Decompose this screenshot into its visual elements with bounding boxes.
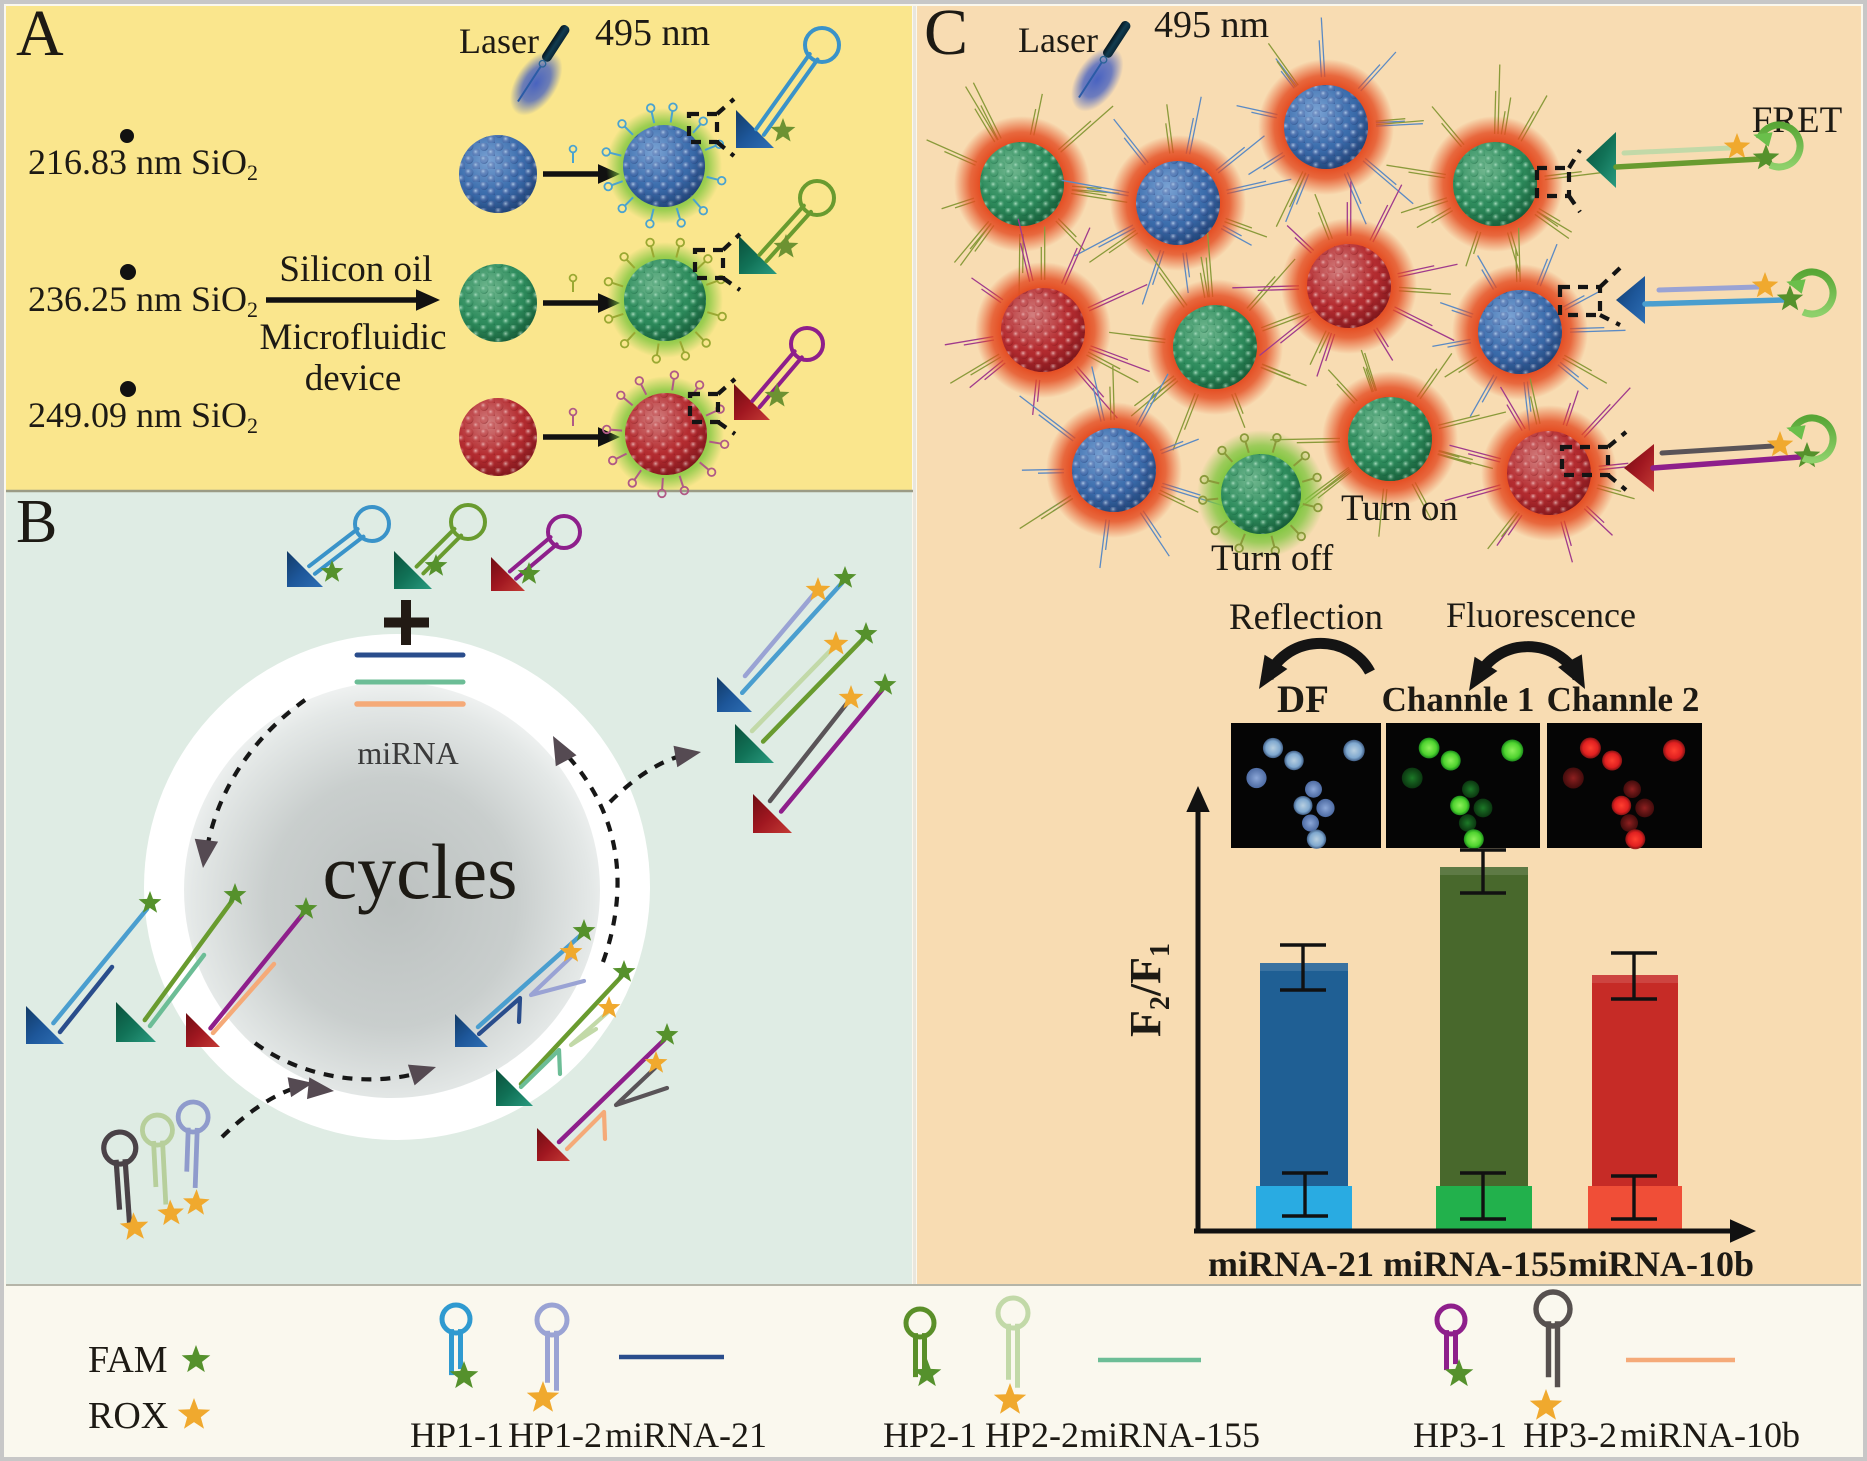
svg-text:miRNA-10b: miRNA-10b [1568, 1244, 1754, 1284]
svg-text:HP1-1: HP1-1 [410, 1415, 504, 1455]
svg-text:ROX: ROX [88, 1395, 168, 1437]
svg-text:A: A [16, 0, 64, 70]
svg-text:Laser: Laser [459, 21, 539, 61]
svg-text:miRNA-21: miRNA-21 [1208, 1244, 1374, 1284]
svg-text:miRNA-155: miRNA-155 [1383, 1244, 1567, 1284]
svg-text:C: C [924, 0, 968, 69]
svg-text:miRNA-21: miRNA-21 [605, 1415, 767, 1455]
svg-text:DF: DF [1277, 678, 1329, 721]
svg-text:cycles: cycles [323, 828, 518, 915]
svg-text:Turn on: Turn on [1341, 488, 1458, 529]
svg-text:device: device [305, 358, 402, 399]
svg-text:HP3-2: HP3-2 [1523, 1415, 1617, 1455]
svg-text:236.25 nm SiO2: 236.25 nm SiO2 [28, 279, 258, 322]
svg-text:miRNA: miRNA [357, 735, 458, 771]
svg-text:Fluorescence: Fluorescence [1446, 595, 1636, 635]
svg-text:Channle 1: Channle 1 [1382, 680, 1535, 719]
svg-text:F2/F1: F2/F1 [1121, 943, 1176, 1037]
svg-text:HP1-2: HP1-2 [508, 1415, 602, 1455]
svg-text:HP2-2: HP2-2 [985, 1415, 1079, 1455]
svg-text:249.09 nm SiO2: 249.09 nm SiO2 [28, 395, 258, 438]
svg-text:miRNA-155: miRNA-155 [1080, 1415, 1260, 1455]
svg-text:Reflection: Reflection [1229, 597, 1383, 638]
svg-text:495 nm: 495 nm [595, 12, 710, 54]
svg-text:Channle 2: Channle 2 [1547, 680, 1700, 719]
svg-text:HP3-1: HP3-1 [1413, 1415, 1507, 1455]
svg-text:miRNA-10b: miRNA-10b [1620, 1415, 1800, 1455]
svg-text:Turn off: Turn off [1211, 538, 1334, 579]
svg-text:Silicon oil: Silicon oil [279, 249, 432, 290]
svg-text:FAM: FAM [88, 1339, 168, 1381]
svg-text:Microfluidic: Microfluidic [259, 317, 446, 358]
svg-text:HP2-1: HP2-1 [883, 1415, 977, 1455]
svg-text:216.83 nm SiO2: 216.83 nm SiO2 [28, 142, 258, 185]
svg-text:Laser: Laser [1018, 20, 1098, 60]
svg-text:495 nm: 495 nm [1154, 4, 1269, 46]
svg-text:B: B [16, 488, 57, 556]
